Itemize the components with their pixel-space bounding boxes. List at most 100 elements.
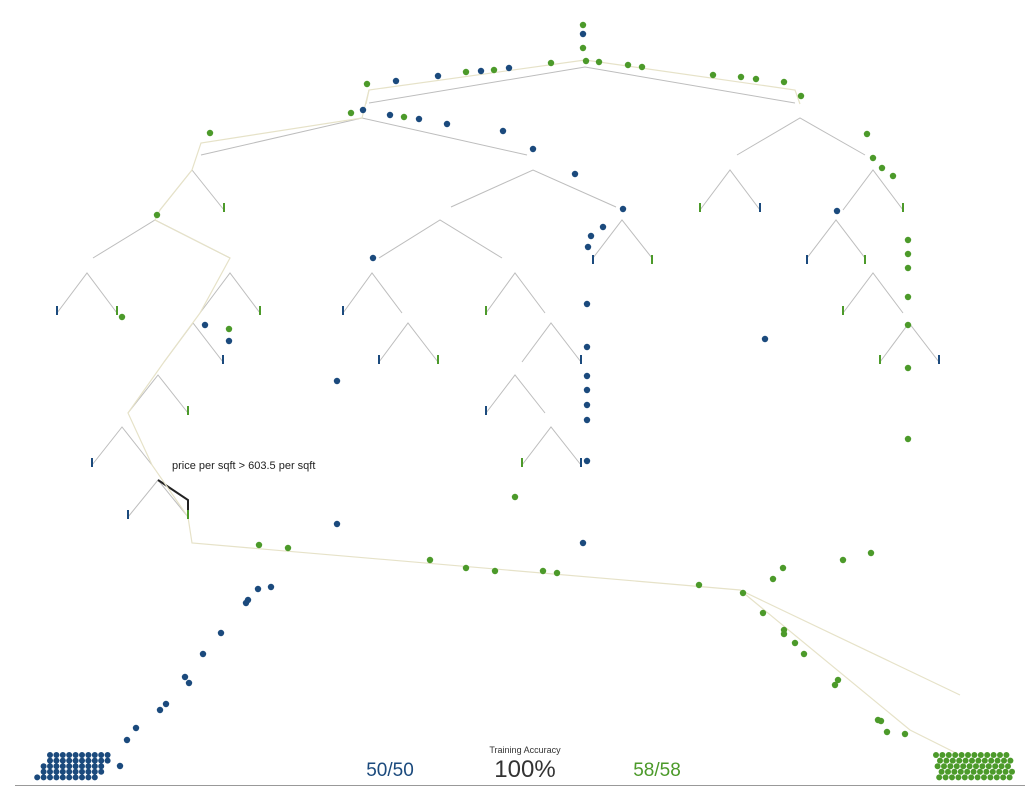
sample-path-trail	[365, 89, 370, 105]
class-a-sample-dot	[123, 736, 131, 744]
class-b-sample-dot	[400, 113, 408, 121]
pile-dot	[969, 757, 975, 764]
pile-dot	[1000, 774, 1007, 781]
pile-dot	[1002, 768, 1009, 775]
class-b-sample-dot	[462, 68, 470, 76]
class-a-sample-dot	[583, 386, 591, 394]
class-a-sample-dot	[583, 300, 591, 308]
class-a-sample-dot	[415, 115, 423, 123]
class-b-sample-dot	[491, 567, 499, 575]
class-b-sample-dot	[889, 172, 897, 180]
tree-split-node	[378, 322, 439, 363]
class-a-sample-dot	[505, 64, 513, 72]
tree-split-node	[806, 219, 866, 259]
pile-dot	[981, 774, 987, 781]
tree-split-node	[699, 169, 761, 211]
pile-dot	[91, 774, 98, 781]
pile-dot	[66, 757, 73, 764]
pile-dot	[941, 763, 947, 770]
class-b-sample-dot	[904, 293, 912, 301]
sample-paths	[127, 59, 961, 756]
class-a-sample-dot	[254, 585, 262, 593]
pile-dot	[945, 768, 951, 775]
class-b-sample-dot	[883, 728, 891, 736]
pile-dot	[79, 768, 85, 775]
class-a-sample-dot	[116, 762, 124, 770]
classified-piles	[34, 752, 1015, 781]
pile-dot	[47, 757, 53, 764]
tree-branches	[56, 66, 940, 518]
leaf-ticks	[56, 203, 940, 519]
class-a-sample-dot	[217, 629, 225, 637]
class-b-sample-dot	[901, 730, 909, 738]
class-b-sample-dot	[863, 130, 871, 138]
pile-dot	[79, 757, 85, 764]
class-a-sample-dot	[132, 724, 140, 732]
class-b-sample-dot	[769, 575, 777, 583]
pile-dot	[40, 768, 47, 775]
pile-dot	[974, 774, 981, 781]
class-b-sample-dot	[869, 154, 877, 162]
class-b-sample-dot	[547, 59, 555, 67]
class-b-sample-dot	[737, 73, 745, 81]
pile-dot	[53, 757, 60, 764]
class-b-sample-dot	[462, 564, 470, 572]
pile-dot	[91, 763, 98, 770]
class-a-pile	[34, 752, 111, 781]
sample-path-trail	[584, 59, 801, 105]
class-a-sample-dot	[359, 106, 367, 114]
pile-dot	[973, 763, 979, 770]
class-b-sample-dot	[904, 364, 912, 372]
pile-dot	[965, 752, 971, 758]
pile-dot	[949, 774, 955, 781]
class-a-sample-dot	[583, 401, 591, 409]
class-b-sample-dot	[539, 567, 547, 575]
class-a-sample-dot	[583, 457, 591, 465]
pile-dot	[985, 763, 992, 770]
tree-split-node	[592, 219, 653, 259]
class-b-sample-dot	[904, 264, 912, 272]
class-b-sample-dot	[225, 325, 233, 333]
pile-dot	[79, 763, 85, 770]
pile-dot	[91, 752, 98, 758]
pile-dot	[47, 752, 53, 758]
pile-dot	[989, 768, 996, 775]
pile-dot	[1005, 763, 1011, 770]
pile-dot	[85, 768, 92, 775]
pile-dot	[955, 774, 962, 781]
class-b-pile	[933, 752, 1015, 781]
pile-dot	[966, 763, 973, 770]
pile-dot	[34, 774, 41, 781]
tree-split-node	[485, 374, 546, 414]
class-b-sample-dot	[255, 541, 263, 549]
pile-dot	[968, 774, 975, 781]
tree-split-node	[56, 272, 118, 314]
pile-dot	[942, 774, 949, 781]
sample-path-trail	[127, 59, 961, 696]
pile-dot	[943, 757, 950, 764]
class-a-sample-dot	[199, 650, 207, 658]
pile-dot	[939, 752, 946, 758]
class-a-sample-dot	[225, 337, 233, 345]
class-b-sample-dot	[831, 681, 839, 689]
pile-dot	[72, 768, 79, 775]
pile-dot	[104, 757, 111, 764]
pile-dot	[977, 768, 983, 775]
class-b-sample-dot	[153, 211, 161, 219]
pile-dot	[970, 768, 977, 775]
pile-dot	[994, 757, 1001, 764]
tree-split-node	[127, 374, 189, 414]
pile-dot	[961, 774, 968, 781]
tree-split-node	[199, 272, 261, 314]
pile-dot	[72, 752, 79, 758]
class-b-sample-dot	[426, 556, 434, 564]
pile-dot	[53, 763, 60, 770]
class-a-sample-dot	[833, 207, 841, 215]
class-b-sample-dot	[780, 78, 788, 86]
split-condition-label: price per sqft > 603.5 per sqft	[172, 460, 315, 472]
pile-dot	[66, 768, 73, 775]
class-a-sample-dot	[619, 205, 627, 213]
pile-dot	[104, 752, 111, 758]
pile-dot	[66, 763, 73, 770]
